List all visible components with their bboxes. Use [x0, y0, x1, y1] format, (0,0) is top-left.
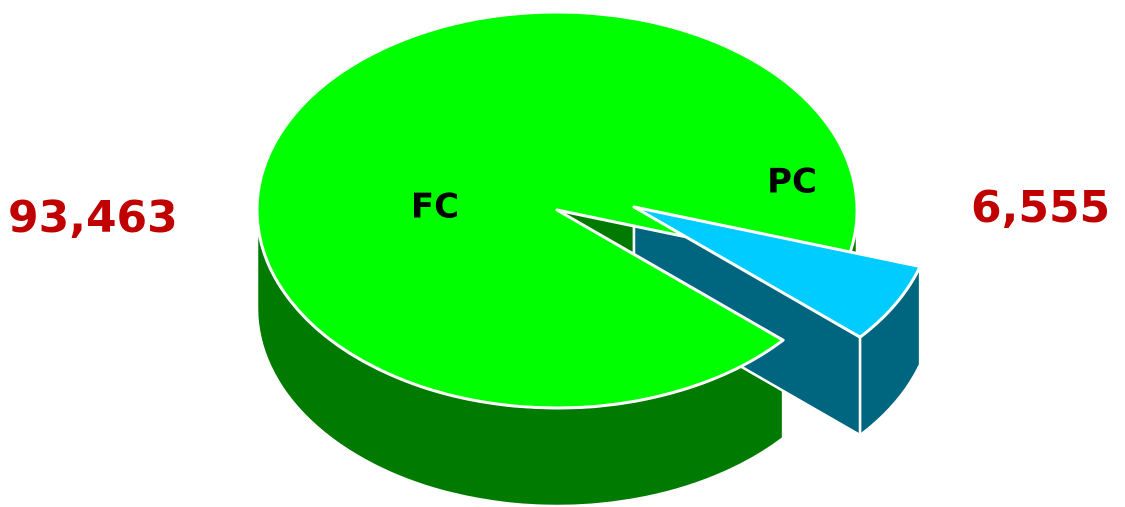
pie-slice-fc [255, 10, 859, 410]
value-label-pc: 6,555 [971, 182, 1111, 233]
slice-label-fc: FC [411, 187, 459, 227]
slice-label-pc: PC [767, 162, 817, 202]
value-label-fc: 93,463 [8, 192, 178, 243]
pie-slice-pc [632, 205, 922, 339]
